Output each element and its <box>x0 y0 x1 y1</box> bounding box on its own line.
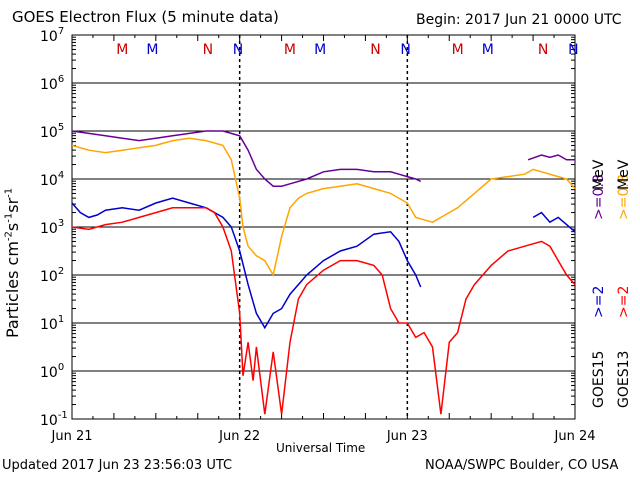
y-tick-label: 102 <box>40 266 64 285</box>
y-tick-exp: 7 <box>58 26 64 37</box>
legend-goes13: GOES13 <box>616 351 632 408</box>
y-tick-label: 103 <box>40 218 64 237</box>
legend-goes13-08mev: >=0.8 <box>616 174 632 220</box>
y-tick-base: 10 <box>40 365 58 381</box>
y-tick-exp: -1 <box>58 410 68 421</box>
mn-marker: M <box>482 42 494 58</box>
y-tick-exp: 3 <box>58 218 64 229</box>
series-line <box>71 130 422 187</box>
chart-title: GOES Electron Flux (5 minute data) <box>12 8 279 26</box>
legend-goes15-2mev: >=2 <box>591 286 607 318</box>
legend-goes13-2mev: >=2 <box>616 286 632 318</box>
legend-goes15: GOES15 <box>591 351 607 408</box>
series-line <box>71 197 422 330</box>
y-tick-base: 10 <box>40 173 58 189</box>
x-axis-label: Universal Time <box>276 441 366 455</box>
mn-marker: N <box>400 42 410 58</box>
mn-marker: N <box>203 42 213 58</box>
series-line <box>532 211 576 233</box>
y-tick-base: 10 <box>40 221 58 237</box>
x-tick-label: Jun 23 <box>386 429 428 444</box>
mn-marker: N <box>568 42 578 58</box>
mn-marker: M <box>314 42 326 58</box>
y-tick-base: 10 <box>40 413 58 429</box>
x-tick-labels: Jun 21 Jun 22 Jun 23 Jun 24 <box>51 429 596 444</box>
mn-marker: N <box>538 42 548 58</box>
x-tick-label: Jun 22 <box>218 429 260 444</box>
y-tick-exp: 1 <box>58 314 64 325</box>
y-tick-base: 10 <box>40 269 58 285</box>
legend-unit: MeV <box>591 159 607 190</box>
y-tick-exp: 5 <box>58 122 64 133</box>
y-tick-label: 10-1 <box>40 410 68 429</box>
y-tick-base: 10 <box>40 125 58 141</box>
mn-marker: M <box>284 42 296 58</box>
y-tick-exp: 4 <box>58 170 64 181</box>
y-tick-label: 107 <box>40 26 64 45</box>
mn-marker: M <box>116 42 128 58</box>
series-line <box>71 137 576 278</box>
series-lines <box>71 130 576 415</box>
mn-marker: M <box>146 42 158 58</box>
x-tick-label: Jun 21 <box>51 429 93 444</box>
credit-label: NOAA/SWPC Boulder, CO USA <box>425 458 619 473</box>
y-tick-exp: 6 <box>58 74 64 85</box>
x-tick-label: Jun 24 <box>554 429 596 444</box>
y-tick-label: 105 <box>40 122 64 141</box>
y-tick-label: 104 <box>40 170 64 189</box>
series-line <box>527 154 575 161</box>
y-tick-exp: 2 <box>58 266 64 277</box>
y-tick-label: 101 <box>40 314 64 333</box>
mn-marker: M <box>452 42 464 58</box>
legend-unit: MeV <box>616 159 632 190</box>
begin-time: Begin: 2017 Jun 21 0000 UTC <box>416 12 622 28</box>
mn-marker: N <box>233 42 243 58</box>
grid <box>71 34 576 420</box>
y-tick-base: 10 <box>40 317 58 333</box>
y-tick-base: 10 <box>40 77 58 93</box>
y-tick-label: 100 <box>40 362 64 381</box>
legend-goes15-08mev: >=0.8 <box>591 174 607 220</box>
y-tick-label: 106 <box>40 74 64 93</box>
y-tick-exp: 0 <box>58 362 64 373</box>
y-tick-base: 10 <box>40 29 58 45</box>
series-line <box>71 207 576 415</box>
mn-marker: N <box>370 42 380 58</box>
updated-time: Updated 2017 Jun 23 23:56:03 UTC <box>2 458 233 473</box>
